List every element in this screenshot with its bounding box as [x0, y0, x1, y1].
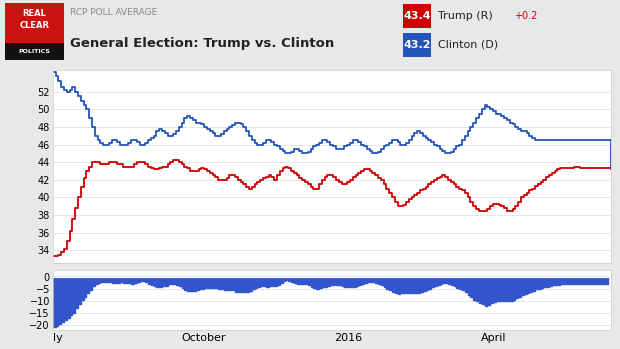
Text: REAL: REAL — [22, 9, 46, 17]
Text: 43.4: 43.4 — [403, 11, 431, 21]
Bar — [5, 43, 64, 60]
Text: +0.2: +0.2 — [513, 11, 537, 21]
Text: 43.2: 43.2 — [404, 39, 431, 50]
FancyBboxPatch shape — [403, 4, 432, 28]
Text: POLITICS: POLITICS — [19, 49, 50, 54]
Text: Trump (R): Trump (R) — [438, 11, 492, 21]
Bar — [5, 3, 64, 43]
Text: CLEAR: CLEAR — [19, 21, 50, 30]
Text: Clinton (D): Clinton (D) — [438, 39, 498, 50]
Text: General Election: Trump vs. Clinton: General Election: Trump vs. Clinton — [70, 37, 334, 51]
FancyBboxPatch shape — [403, 33, 432, 57]
Text: RCP POLL AVERAGE: RCP POLL AVERAGE — [70, 8, 157, 17]
